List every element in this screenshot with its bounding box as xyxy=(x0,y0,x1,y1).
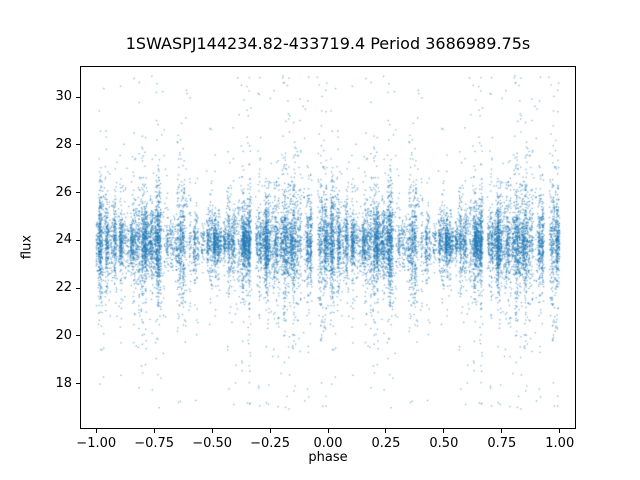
x-tick-mark xyxy=(211,429,213,433)
chart-title: 1SWASPJ144234.82-433719.4 Period 3686989… xyxy=(125,34,531,53)
y-tick-mark xyxy=(76,192,80,194)
x-tick-mark xyxy=(327,429,329,433)
x-tick-label: 0.00 xyxy=(313,436,343,451)
x-tick-label: −0.50 xyxy=(192,436,233,451)
x-tick-mark xyxy=(95,429,97,433)
y-tick-label: 28 xyxy=(55,136,72,152)
y-tick-mark xyxy=(76,239,80,241)
y-tick-label: 24 xyxy=(55,232,72,248)
y-tick-mark xyxy=(76,335,80,337)
x-tick-mark xyxy=(269,429,271,433)
y-tick-label: 26 xyxy=(55,184,72,200)
y-tick-mark xyxy=(76,144,80,146)
x-axis-label: phase xyxy=(308,450,348,465)
y-tick-mark xyxy=(76,287,80,289)
scatter-points-canvas xyxy=(80,66,576,429)
x-tick-label: −0.25 xyxy=(250,436,290,451)
y-tick-label: 20 xyxy=(55,327,72,343)
y-tick-mark xyxy=(76,383,80,385)
y-tick-label: 22 xyxy=(55,280,72,296)
y-tick-label: 30 xyxy=(55,89,72,105)
y-tick-mark xyxy=(76,96,80,98)
x-tick-mark xyxy=(443,429,445,433)
x-tick-label: 1.00 xyxy=(545,436,575,451)
x-tick-label: 0.25 xyxy=(371,436,401,451)
y-tick-label: 18 xyxy=(55,375,72,391)
x-tick-mark xyxy=(385,429,387,433)
x-tick-mark xyxy=(559,429,561,433)
x-tick-mark xyxy=(153,429,155,433)
x-tick-label: 0.75 xyxy=(487,436,517,451)
y-axis-label: flux xyxy=(19,234,35,260)
x-tick-label: −0.75 xyxy=(134,436,175,451)
x-tick-label: 0.50 xyxy=(429,436,459,451)
x-tick-mark xyxy=(501,429,503,433)
x-tick-label: −1.00 xyxy=(76,436,117,451)
